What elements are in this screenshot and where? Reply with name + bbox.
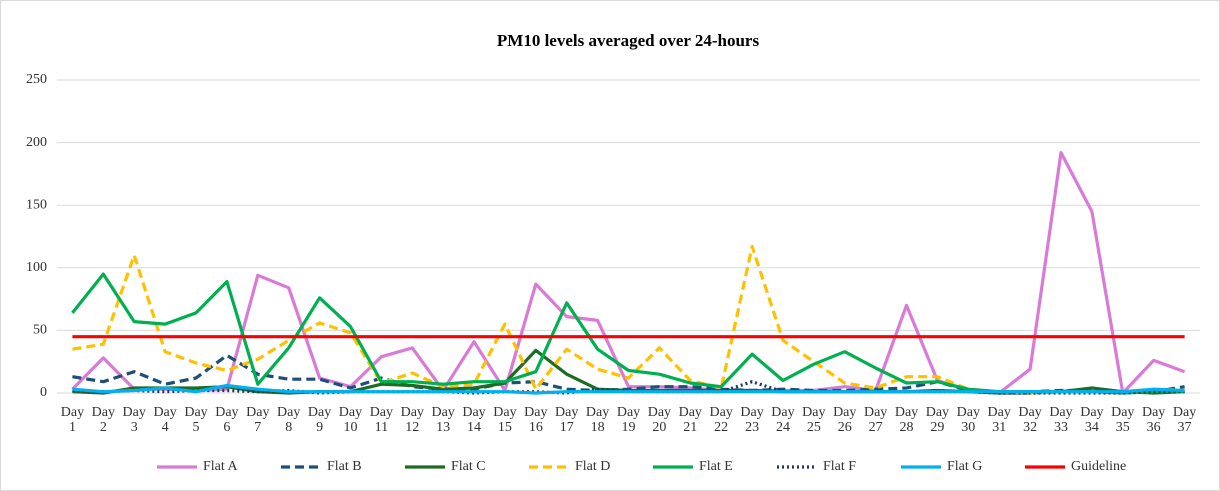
- x-tick-label: Day 26: [833, 405, 857, 435]
- x-tick-label: Day 22: [709, 405, 733, 435]
- x-tick-label: Day 31: [987, 405, 1011, 435]
- x-tick-label: Day 2: [91, 405, 115, 435]
- y-tick-label: 150: [26, 197, 47, 212]
- legend-label: Flat F: [823, 459, 856, 474]
- x-tick-label: Day 17: [555, 405, 579, 435]
- legend-label: Flat B: [327, 459, 362, 474]
- x-tick-label: Day 9: [307, 405, 332, 435]
- x-tick-label: Day 35: [1111, 405, 1135, 435]
- y-tick-label: 0: [40, 385, 47, 400]
- x-tick-label: Day 11: [369, 405, 394, 435]
- x-tick-label: Day 16: [524, 405, 548, 435]
- legend-label: Flat E: [699, 459, 733, 474]
- x-tick-label: Day 6: [215, 405, 239, 435]
- x-tick-label: Day 37: [1172, 405, 1197, 435]
- series-line: [72, 244, 1185, 395]
- x-tick-label: Day 3: [122, 405, 146, 435]
- legend-label: Flat D: [575, 459, 610, 474]
- x-tick-label: Day 5: [184, 405, 208, 435]
- series-line: [72, 383, 1185, 395]
- x-tick-label: Day 24: [771, 405, 795, 435]
- x-tick-label: Day 23: [740, 405, 764, 435]
- x-tick-label: Day 20: [647, 405, 672, 435]
- x-tick-label: Day 21: [678, 405, 702, 435]
- chart-title: PM10 levels averaged over 24-hours: [497, 31, 760, 50]
- x-tick-label: Day 12: [400, 405, 424, 435]
- x-tick-label: Day 27: [863, 405, 888, 435]
- y-tick-label: 100: [26, 260, 47, 275]
- x-tick-label: Day 8: [277, 405, 301, 435]
- x-tick-label: Day 19: [616, 405, 641, 435]
- legend-label: Flat A: [203, 459, 239, 474]
- y-tick-label: 50: [33, 323, 47, 338]
- y-tick-label: 250: [26, 72, 47, 87]
- x-tick-label: Day 4: [153, 405, 177, 435]
- x-tick-label: Day 34: [1080, 405, 1104, 435]
- y-tick-label: 200: [26, 135, 47, 150]
- x-tick-label: Day 14: [462, 405, 486, 435]
- x-tick-label: Day 13: [431, 405, 455, 435]
- x-tick-label: Day 25: [802, 405, 826, 435]
- x-tick-label: Day 36: [1141, 405, 1166, 435]
- legend-label: Flat C: [451, 459, 486, 474]
- x-tick-label: Day 29: [925, 405, 950, 435]
- x-tick-label: Day 18: [585, 405, 610, 435]
- legend-label: Flat G: [947, 459, 982, 474]
- x-tick-label: Day 7: [246, 405, 270, 435]
- x-tick-label: Day 28: [894, 405, 919, 435]
- x-tick-label: Day 30: [956, 405, 980, 435]
- x-tick-label: Day 15: [493, 405, 517, 435]
- x-tick-label: Day 33: [1049, 405, 1073, 435]
- x-tick-label: Day 10: [338, 405, 363, 435]
- legend-label: Guideline: [1071, 459, 1126, 474]
- x-tick-label: Day 1: [60, 405, 85, 435]
- x-tick-label: Day 32: [1018, 405, 1042, 435]
